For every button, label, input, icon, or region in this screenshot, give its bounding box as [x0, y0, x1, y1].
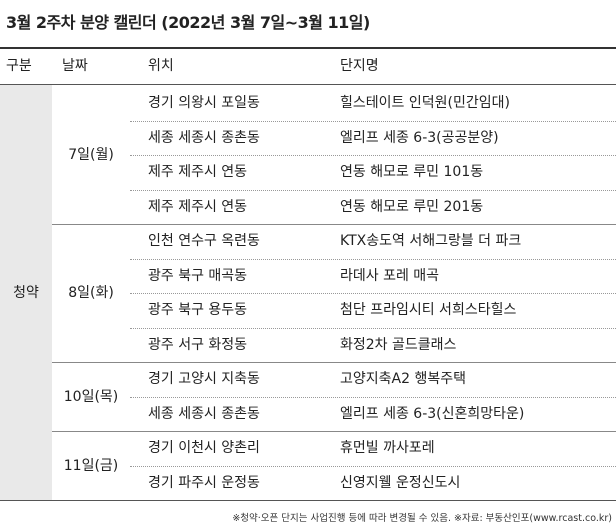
date: 7일(월) [68, 147, 114, 163]
location: 경기 파주시 운정동 [148, 474, 260, 491]
date: 10일(목) [63, 388, 119, 405]
location: 경기 고양시 지축동 [148, 371, 260, 387]
category: 청약 [13, 285, 39, 301]
header-rule [0, 84, 616, 85]
location: 제주 제주시 연동 [148, 164, 248, 180]
complex-name: 휴먼빌 까사포레 [340, 440, 435, 456]
complex-name: 엘리프 세종 6-3(신혼희망타운) [340, 405, 525, 422]
complex-name: 신영지웰 운정신도시 [340, 474, 461, 491]
row-divider [130, 396, 616, 398]
location: 경기 의왕시 포일동 [148, 95, 260, 111]
date: 11일(금) [63, 457, 119, 474]
group-divider [52, 431, 616, 432]
location: 제주 제주시 연동 [148, 198, 248, 215]
footnote: ※청약·오픈 단지는 사업진행 등에 따라 변경될 수 있음. ※자료: 부동산… [232, 513, 612, 524]
row-divider [130, 258, 616, 260]
group-divider [52, 362, 616, 363]
row-divider [130, 120, 616, 122]
column-header: 날짜 [62, 58, 88, 74]
location: 광주 북구 용두동 [148, 302, 248, 318]
complex-name: 엘리프 세종 6-3(공공분양) [340, 129, 499, 146]
complex-name: 고양지축A2 행복주택 [340, 371, 466, 387]
complex-name: 라데사 포레 매곡 [340, 267, 440, 284]
complex-name: 화정2차 골드클래스 [340, 336, 457, 353]
row-divider [130, 155, 616, 156]
column-header: 위치 [148, 58, 174, 74]
category-cell [0, 85, 52, 500]
row-divider [130, 293, 616, 294]
location: 세종 세종시 종촌동 [148, 405, 260, 422]
date: 8일(화) [68, 285, 114, 301]
column-header: 구분 [6, 58, 32, 74]
bottom-rule [0, 500, 616, 501]
location: 세종 세종시 종촌동 [148, 129, 260, 146]
row-divider [130, 327, 616, 329]
complex-name: 첨단 프라임시티 서희스타힐스 [340, 302, 517, 318]
location: 경기 이천시 양촌리 [148, 440, 260, 456]
location: 인천 연수구 옥련동 [148, 233, 260, 249]
column-header: 단지명 [340, 58, 379, 74]
location: 광주 서구 화정동 [148, 336, 248, 353]
row-divider [130, 465, 616, 467]
complex-name: 연동 해모로 루민 201동 [340, 198, 484, 215]
complex-name: 연동 해모로 루민 101동 [340, 164, 484, 180]
title: 3월 2주차 분양 캘린더 (2022년 3월 7일~3월 11일) [6, 13, 370, 32]
location: 광주 북구 매곡동 [148, 267, 248, 284]
group-divider [52, 224, 616, 225]
top-rule [0, 47, 616, 49]
complex-name: 힐스테이트 인덕원(민간임대) [340, 95, 510, 111]
complex-name: KTX송도역 서해그랑블 더 파크 [340, 233, 522, 249]
row-divider [130, 189, 616, 191]
